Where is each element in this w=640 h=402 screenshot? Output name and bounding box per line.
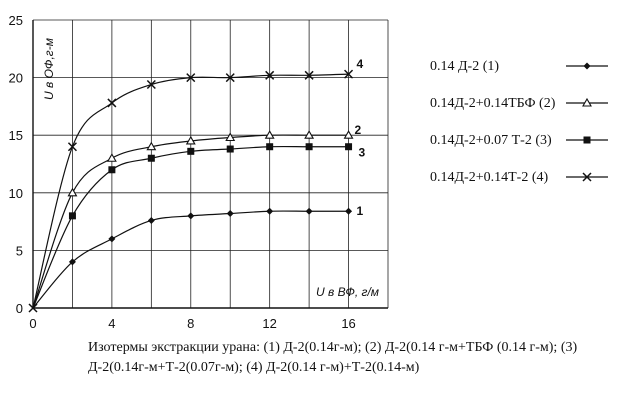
y-tick-label: 25 [9, 13, 23, 28]
x-tick-labels: 0 4 8 12 16 [29, 316, 355, 331]
data-point [266, 208, 273, 215]
data-point [108, 235, 115, 242]
legend-label: 0.14Д-2+0.07 Т-2 (3) [430, 133, 552, 148]
grid-lines [33, 20, 388, 308]
legend-label: 0.14 Д-2 (1) [430, 59, 499, 74]
y-tick-label: 15 [9, 128, 23, 143]
legend-item-4: 0.14Д-2+0.14Т-2 (4) [430, 170, 608, 185]
legend-item-1: 0.14 Д-2 (1) [430, 59, 608, 74]
series-3: 3 [33, 143, 366, 308]
legend-item-2: 0.14Д-2+0.14ТБФ (2) [430, 96, 608, 111]
data-point [306, 143, 313, 150]
data-point [187, 212, 194, 219]
x-tick-label: 12 [262, 316, 276, 331]
data-point [187, 148, 194, 155]
y-tick-label: 20 [9, 71, 23, 86]
plot-area: 1 2 3 4 [29, 57, 366, 312]
data-point [148, 217, 155, 224]
legend: 0.14 Д-2 (1) 0.14Д-2+0.14ТБФ (2) 0.14Д-2+0… [430, 59, 608, 185]
x-tick-label: 8 [187, 316, 194, 331]
legend-label: 0.14Д-2+0.14Т-2 (4) [430, 170, 548, 185]
series-4: 4 [33, 57, 364, 308]
x-tick-label: 4 [108, 316, 115, 331]
figure-caption: Изотермы экстракции урана: (1) Д-2(0.14г… [88, 338, 608, 378]
data-point [306, 208, 313, 215]
legend-marker [584, 137, 591, 144]
legend-marker [584, 63, 591, 70]
data-point [227, 146, 234, 153]
series-1: 1 [33, 204, 364, 308]
y-axis-label: U в ОФ,г-м [42, 38, 56, 100]
data-point [68, 189, 76, 196]
legend-item-3: 0.14Д-2+0.07 Т-2 (3) [430, 133, 608, 148]
curve-label: 1 [357, 204, 364, 218]
chart-figure: 0481216 0510152025 1234 U в ОФ,г-м U в В… [0, 0, 640, 340]
data-point [108, 166, 115, 173]
data-point [345, 143, 352, 150]
x-tick-label: 16 [341, 316, 355, 331]
x-axis-label: U в ВФ, г/м [316, 285, 379, 299]
data-point [345, 208, 352, 215]
data-point [266, 143, 273, 150]
x-tick-label: 0 [29, 316, 36, 331]
data-point [227, 210, 234, 217]
curve-label: 4 [357, 57, 364, 71]
y-tick-label: 5 [16, 243, 23, 258]
data-point [108, 154, 116, 161]
data-point [69, 212, 76, 219]
data-point [148, 155, 155, 162]
curve-label: 3 [359, 146, 366, 160]
y-tick-label: 10 [9, 186, 23, 201]
y-tick-label: 0 [16, 301, 23, 316]
curve-label: 2 [355, 123, 362, 137]
legend-label: 0.14Д-2+0.14ТБФ (2) [430, 96, 556, 111]
axes [33, 20, 388, 308]
y-tick-labels: 0 5 10 15 20 25 [9, 13, 23, 316]
